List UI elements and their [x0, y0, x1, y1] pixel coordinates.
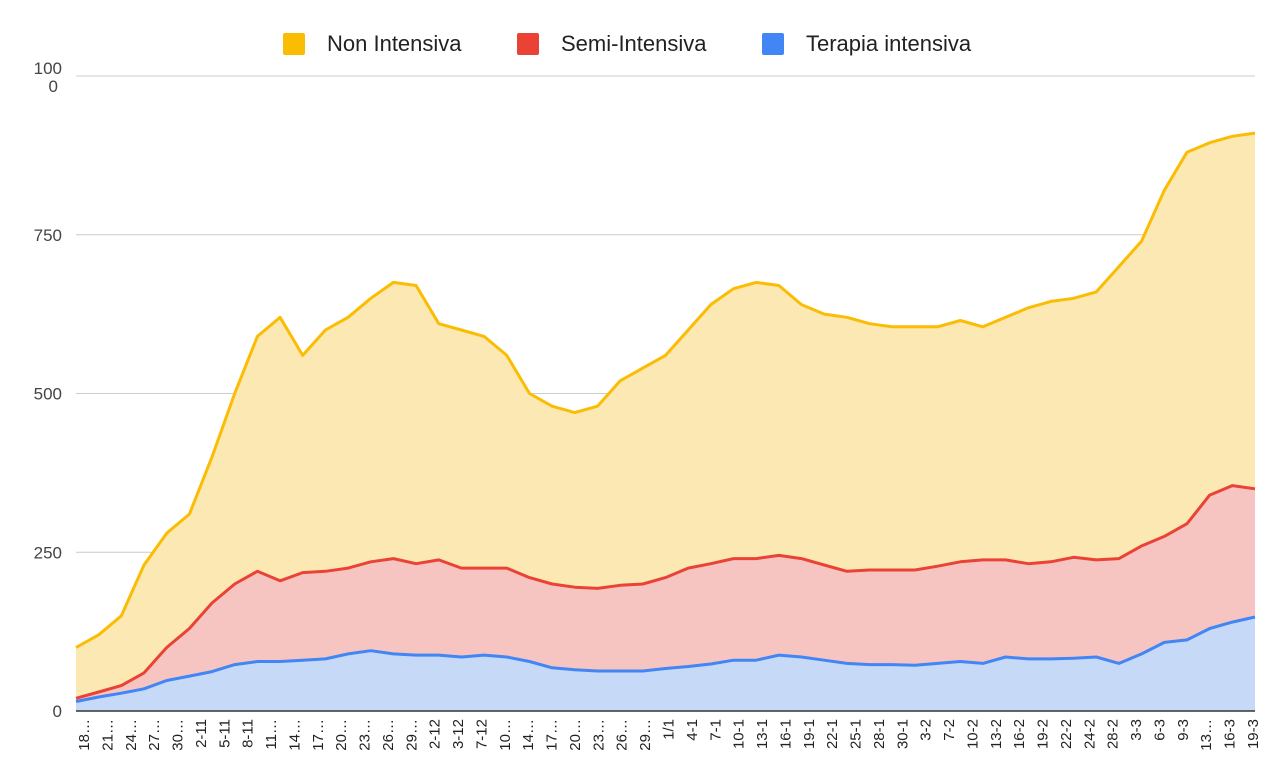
area-non-intensiva: [76, 133, 1255, 699]
x-tick-label: 7-12: [474, 719, 491, 749]
x-tick-label: 13-1: [754, 719, 771, 749]
x-tick-label: 7-1: [707, 719, 724, 741]
y-tick-label: 100 0: [34, 59, 62, 96]
x-tick-label: 13-2: [988, 719, 1005, 749]
x-tick-label: 19-1: [801, 719, 818, 749]
y-tick-label: 0: [53, 702, 62, 721]
x-tick-label: 11…: [263, 719, 280, 750]
y-axis-ticks: 0 250 500 750 100 0: [34, 59, 62, 721]
x-tick-label: 17…: [544, 719, 561, 751]
area-semi-intensiva: [76, 485, 1255, 702]
x-tick-label: 26…: [380, 719, 397, 751]
x-tick-label: 3-12: [450, 719, 467, 749]
x-tick-label: 26…: [614, 719, 631, 751]
x-tick-label: 17…: [310, 719, 327, 751]
x-tick-label: 30…: [170, 719, 187, 751]
line-terapia-intensiva: [75, 615, 1256, 703]
x-tick-label: 7-2: [941, 719, 958, 741]
x-tick-label: 3-3: [1128, 719, 1145, 741]
x-tick-label: 24-2: [1081, 719, 1098, 749]
x-tick-label: 8-11: [240, 719, 257, 748]
x-tick-label: 23…: [357, 719, 374, 751]
line-non-intensiva: [75, 131, 1256, 649]
x-tick-label: 22-2: [1058, 719, 1075, 749]
legend-swatch-non-intensiva: [283, 33, 305, 55]
x-tick-label: 13…: [1198, 719, 1215, 751]
x-tick-label: 14…: [286, 719, 303, 751]
x-tick-label: 3-2: [918, 719, 935, 741]
line-semi-intensiva: [75, 484, 1256, 700]
series-areas: [76, 133, 1255, 711]
legend-swatch-semi-intensiva: [517, 33, 539, 55]
y-tick-label: 750: [34, 226, 62, 245]
x-tick-label: 25-1: [848, 719, 865, 749]
y-tick-label: 500: [34, 385, 62, 404]
series-lines: [75, 131, 1256, 703]
legend: Non Intensiva Semi-Intensiva Terapia inten…: [283, 31, 972, 56]
legend-swatch-terapia-intensiva: [762, 33, 784, 55]
x-tick-label: 22-1: [824, 719, 841, 749]
legend-label-non-intensiva: Non Intensiva: [327, 31, 462, 56]
y-tick-label: 250: [34, 543, 62, 562]
x-tick-label: 29…: [637, 719, 654, 751]
x-tick-label: 6-3: [1152, 719, 1169, 741]
x-tick-label: 30-1: [894, 719, 911, 749]
legend-label-terapia-intensiva: Terapia intensiva: [806, 31, 972, 56]
x-tick-label: 10-2: [964, 719, 981, 749]
x-tick-label: 5-11: [216, 719, 233, 748]
x-tick-label: 18…: [76, 719, 93, 751]
x-tick-label: 27…: [146, 719, 163, 751]
x-tick-label: 10-1: [731, 719, 748, 749]
x-tick-label: 9-3: [1175, 719, 1192, 741]
x-tick-label: 1/1: [661, 719, 678, 740]
x-tick-label: 24…: [123, 719, 140, 751]
x-tick-label: 10…: [497, 719, 514, 751]
area-terapia-intensiva: [76, 617, 1255, 711]
x-tick-label: 16-2: [1011, 719, 1028, 749]
x-tick-label: 28-2: [1105, 719, 1122, 749]
x-tick-label: 2-12: [427, 719, 444, 749]
x-tick-label: 28-1: [871, 719, 888, 749]
x-tick-label: 23…: [590, 719, 607, 751]
x-tick-label: 16-3: [1222, 719, 1239, 749]
x-tick-label: 29…: [403, 719, 420, 751]
x-tick-label: 21…: [99, 719, 116, 751]
legend-label-semi-intensiva: Semi-Intensiva: [561, 31, 707, 56]
x-axis-ticks: 18… 21… 24… 27… 30… 2-11 5-11 8-11 11… 14… 17… 20… 2…: [76, 719, 1262, 751]
x-tick-label: 19-3: [1245, 719, 1262, 749]
x-tick-label: 2-11: [193, 719, 210, 748]
x-tick-label: 20…: [333, 719, 350, 751]
x-tick-label: 4-1: [684, 719, 701, 741]
x-tick-label: 20…: [567, 719, 584, 751]
x-tick-label: 16-1: [777, 719, 794, 749]
x-tick-label: 14…: [520, 719, 537, 751]
x-tick-label: 19-2: [1035, 719, 1052, 749]
